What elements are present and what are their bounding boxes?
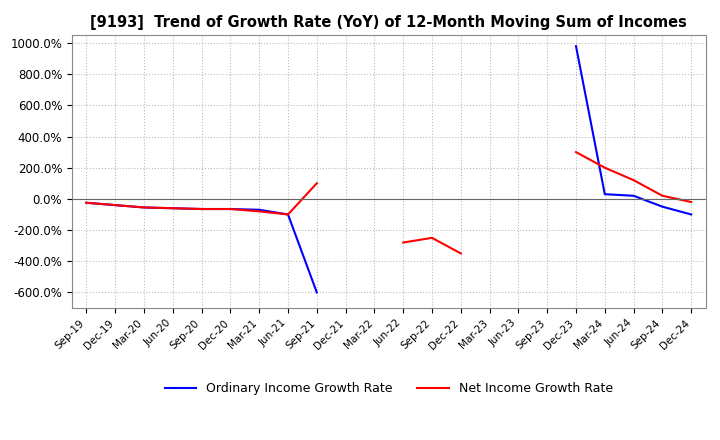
Title: [9193]  Trend of Growth Rate (YoY) of 12-Month Moving Sum of Incomes: [9193] Trend of Growth Rate (YoY) of 12-… xyxy=(91,15,687,30)
Ordinary Income Growth Rate xyxy=(140,205,148,210)
Net Income Growth Rate xyxy=(226,206,235,212)
Line: Net Income Growth Rate: Net Income Growth Rate xyxy=(86,183,317,214)
Net Income Growth Rate xyxy=(284,212,292,217)
Ordinary Income Growth Rate xyxy=(255,207,264,213)
Ordinary Income Growth Rate xyxy=(197,206,206,212)
Legend: Ordinary Income Growth Rate, Net Income Growth Rate: Ordinary Income Growth Rate, Net Income … xyxy=(160,377,618,400)
Net Income Growth Rate xyxy=(255,209,264,214)
Ordinary Income Growth Rate xyxy=(226,206,235,212)
Net Income Growth Rate xyxy=(197,206,206,212)
Net Income Growth Rate xyxy=(111,202,120,208)
Net Income Growth Rate xyxy=(312,181,321,186)
Net Income Growth Rate xyxy=(168,205,177,211)
Ordinary Income Growth Rate xyxy=(312,290,321,295)
Net Income Growth Rate xyxy=(140,205,148,210)
Line: Ordinary Income Growth Rate: Ordinary Income Growth Rate xyxy=(86,203,317,293)
Ordinary Income Growth Rate xyxy=(284,212,292,217)
Ordinary Income Growth Rate xyxy=(168,205,177,211)
Ordinary Income Growth Rate xyxy=(111,202,120,208)
Ordinary Income Growth Rate xyxy=(82,200,91,205)
Net Income Growth Rate xyxy=(82,200,91,205)
